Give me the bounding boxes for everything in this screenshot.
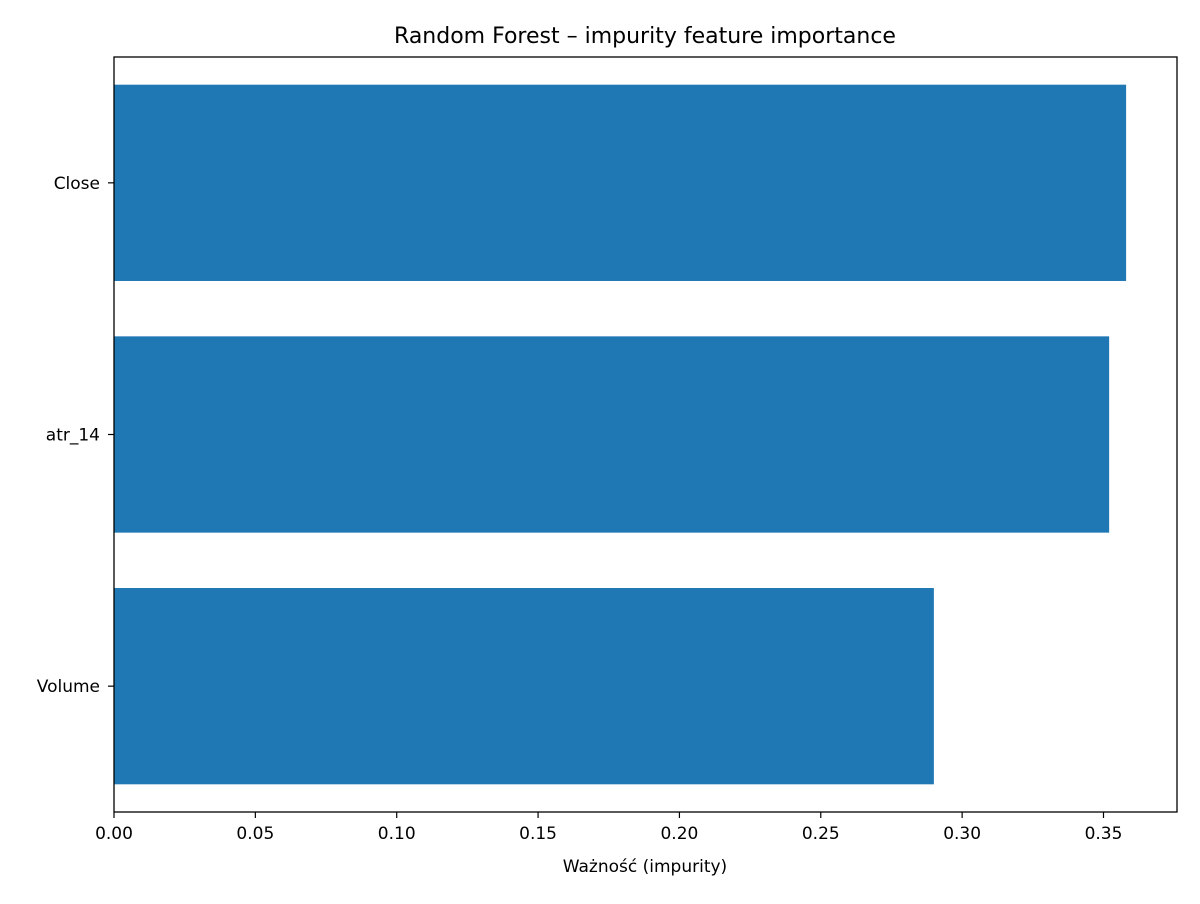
y-tick-label: Volume	[37, 677, 100, 697]
x-tick-label: 0.00	[95, 824, 133, 844]
x-tick-label: 0.20	[660, 824, 698, 844]
x-tick-label: 0.15	[519, 824, 557, 844]
bar-close	[114, 84, 1127, 281]
x-axis-ticks: 0.00 0.05 0.10 0.15 0.20 0.25 0.30 0.35	[95, 812, 1122, 844]
x-tick-label: 0.30	[943, 824, 981, 844]
bars-group	[114, 84, 1127, 785]
y-tick-label: atr_14	[46, 426, 100, 446]
chart-title: Random Forest – impurity feature importa…	[394, 24, 896, 49]
x-tick-label: 0.10	[378, 824, 416, 844]
x-tick-label: 0.25	[802, 824, 840, 844]
x-tick-label: 0.35	[1085, 824, 1123, 844]
x-axis-label: Ważność (impurity)	[563, 857, 727, 877]
y-axis-ticks: Close atr_14 Volume	[37, 174, 114, 697]
y-tick-label: Close	[54, 174, 100, 194]
bar-atr-14	[114, 336, 1110, 533]
x-tick-label: 0.05	[236, 824, 274, 844]
bar-volume	[114, 588, 934, 785]
plot-frame	[113, 56, 1178, 813]
